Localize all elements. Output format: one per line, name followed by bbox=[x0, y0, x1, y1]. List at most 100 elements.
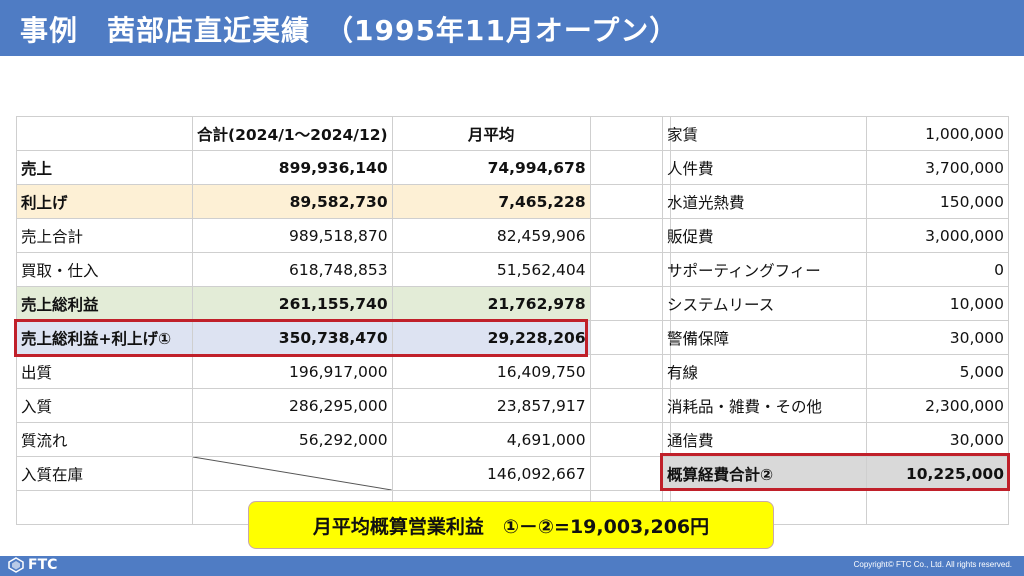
table-row: 売上 899,936,140 74,994,678 bbox=[16, 150, 671, 185]
row-value: 3,700,000 bbox=[866, 150, 1009, 185]
row-label: 売上総利益+利上げ① bbox=[16, 320, 193, 355]
table-row: 質流れ 56,292,000 4,691,000 bbox=[16, 422, 671, 457]
spacer-cell bbox=[589, 422, 671, 457]
row-label: 売上合計 bbox=[16, 218, 193, 253]
table-row: 消耗品・雑費・その他 2,300,000 bbox=[662, 388, 1009, 423]
row-value: 3,000,000 bbox=[866, 218, 1009, 253]
spacer-cell bbox=[589, 320, 671, 355]
table-row: 売上総利益 261,155,740 21,762,978 bbox=[16, 286, 671, 321]
table-row: 入質在庫 146,092,667 bbox=[16, 456, 671, 491]
row-total: 989,518,870 bbox=[192, 218, 393, 253]
table-row: 人件費 3,700,000 bbox=[662, 150, 1009, 185]
row-label: 消耗品・雑費・その他 bbox=[662, 388, 867, 423]
row-label: 有線 bbox=[662, 354, 867, 389]
spacer-cell bbox=[589, 456, 671, 491]
operating-profit-callout: 月平均概算営業利益 ①－②=19,003,206円 bbox=[248, 501, 774, 549]
table-row: 利上げ 89,582,730 7,465,228 bbox=[16, 184, 671, 219]
row-total: 261,155,740 bbox=[192, 286, 393, 321]
diagonal-line bbox=[193, 457, 392, 490]
table-row: 売上総利益+利上げ① 350,738,470 29,228,206 bbox=[16, 320, 671, 355]
spacer-cell bbox=[589, 116, 671, 151]
row-label: システムリース bbox=[662, 286, 867, 321]
spacer-cell bbox=[589, 218, 671, 253]
row-label: 通信費 bbox=[662, 422, 867, 457]
row-total: 618,748,853 bbox=[192, 252, 393, 287]
row-average: 146,092,667 bbox=[391, 456, 591, 491]
row-value: 1,000,000 bbox=[866, 116, 1009, 151]
table-row: 売上合計 989,518,870 82,459,906 bbox=[16, 218, 671, 253]
page-title: 事例 茜部店直近実績 （1995年11月オープン） bbox=[20, 14, 679, 47]
empty-diagonal-cell bbox=[192, 456, 393, 491]
row-average: 7,465,228 bbox=[391, 184, 591, 219]
column-header-average: 月平均 bbox=[391, 116, 591, 151]
row-label: 買取・仕入 bbox=[16, 252, 193, 287]
row-value: 10,000 bbox=[866, 286, 1009, 321]
table-row: 有線 5,000 bbox=[662, 354, 1009, 389]
table-row: システムリース 10,000 bbox=[662, 286, 1009, 321]
spacer-cell bbox=[589, 388, 671, 423]
row-value: 30,000 bbox=[866, 422, 1009, 457]
table-row: サポーティングフィー 0 bbox=[662, 252, 1009, 287]
spacer-cell bbox=[589, 252, 671, 287]
row-label: 入質 bbox=[16, 388, 193, 423]
row-label: 売上 bbox=[16, 150, 193, 185]
row-label: 水道光熱費 bbox=[662, 184, 867, 219]
row-label: 販促費 bbox=[662, 218, 867, 253]
footer-bar: FTC Copyright© FTC Co., Ltd. All rights … bbox=[0, 556, 1024, 576]
row-average: 82,459,906 bbox=[391, 218, 591, 253]
spacer-cell bbox=[16, 490, 193, 525]
row-label: 警備保障 bbox=[662, 320, 867, 355]
row-label: 概算経費合計② bbox=[662, 456, 867, 491]
row-total: 56,292,000 bbox=[192, 422, 393, 457]
expense-table: 家賃 1,000,000 人件費 3,700,000 水道光熱費 150,000 販促… bbox=[662, 116, 1009, 525]
table-row: 入質 286,295,000 23,857,917 bbox=[16, 388, 671, 423]
table-row: 通信費 30,000 bbox=[662, 422, 1009, 457]
table-row: 警備保障 30,000 bbox=[662, 320, 1009, 355]
row-total: 196,917,000 bbox=[192, 354, 393, 389]
row-average: 74,994,678 bbox=[391, 150, 591, 185]
spacer-cell bbox=[589, 150, 671, 185]
table-row: 水道光熱費 150,000 bbox=[662, 184, 1009, 219]
row-label: 利上げ bbox=[16, 184, 193, 219]
row-total: 350,738,470 bbox=[192, 320, 393, 355]
row-label: 出質 bbox=[16, 354, 193, 389]
row-average: 23,857,917 bbox=[391, 388, 591, 423]
column-header-total: 合計(2024/1～2024/12) bbox=[192, 116, 393, 151]
table-row: 出質 196,917,000 16,409,750 bbox=[16, 354, 671, 389]
sales-table: 合計(2024/1～2024/12) 月平均 売上 899,936,140 74… bbox=[16, 116, 671, 525]
company-logo: FTC bbox=[8, 557, 57, 573]
row-label: 家賃 bbox=[662, 116, 867, 151]
row-value: 10,225,000 bbox=[866, 456, 1009, 491]
row-label: 人件費 bbox=[662, 150, 867, 185]
row-average: 29,228,206 bbox=[391, 320, 591, 355]
table-row: 販促費 3,000,000 bbox=[662, 218, 1009, 253]
spacer-cell bbox=[866, 490, 1009, 525]
row-total: 899,936,140 bbox=[192, 150, 393, 185]
row-average: 16,409,750 bbox=[391, 354, 591, 389]
row-value: 5,000 bbox=[866, 354, 1009, 389]
ftc-logo-icon bbox=[8, 557, 24, 573]
row-label: 売上総利益 bbox=[16, 286, 193, 321]
row-total: 286,295,000 bbox=[192, 388, 393, 423]
spacer-cell bbox=[589, 286, 671, 321]
logo-text: FTC bbox=[28, 557, 58, 573]
spacer-cell bbox=[589, 184, 671, 219]
title-bar: 事例 茜部店直近実績 （1995年11月オープン） bbox=[0, 0, 1024, 56]
row-label: サポーティングフィー bbox=[662, 252, 867, 287]
table-row: 家賃 1,000,000 bbox=[662, 116, 1009, 151]
table-row: 買取・仕入 618,748,853 51,562,404 bbox=[16, 252, 671, 287]
row-average: 51,562,404 bbox=[391, 252, 591, 287]
table-header-blank bbox=[16, 116, 193, 151]
row-label: 入質在庫 bbox=[16, 456, 193, 491]
row-value: 30,000 bbox=[866, 320, 1009, 355]
row-value: 0 bbox=[866, 252, 1009, 287]
row-value: 2,300,000 bbox=[866, 388, 1009, 423]
row-value: 150,000 bbox=[866, 184, 1009, 219]
row-average: 21,762,978 bbox=[391, 286, 591, 321]
spacer-cell bbox=[589, 354, 671, 389]
copyright-text: Copyright© FTC Co., Ltd. All rights rese… bbox=[853, 560, 1012, 569]
table-header-row: 合計(2024/1～2024/12) 月平均 bbox=[16, 116, 671, 151]
row-average: 4,691,000 bbox=[391, 422, 591, 457]
row-total: 89,582,730 bbox=[192, 184, 393, 219]
row-label: 質流れ bbox=[16, 422, 193, 457]
